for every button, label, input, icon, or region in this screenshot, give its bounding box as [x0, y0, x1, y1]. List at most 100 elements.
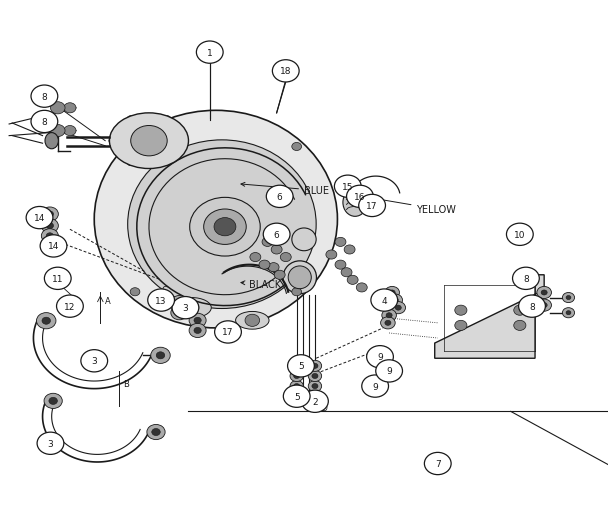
Text: 16: 16: [354, 192, 365, 201]
Circle shape: [312, 374, 318, 379]
Circle shape: [326, 250, 337, 260]
Circle shape: [371, 289, 398, 312]
Circle shape: [46, 212, 54, 218]
Circle shape: [176, 310, 183, 316]
Text: D: D: [322, 403, 328, 412]
Circle shape: [335, 238, 346, 247]
Text: 13: 13: [156, 296, 167, 305]
Circle shape: [46, 223, 54, 229]
Text: 15: 15: [342, 182, 353, 191]
Circle shape: [196, 42, 223, 64]
Circle shape: [519, 295, 545, 318]
Ellipse shape: [128, 140, 316, 309]
Circle shape: [46, 233, 54, 239]
Circle shape: [391, 302, 406, 314]
Circle shape: [514, 306, 526, 316]
Text: A: A: [288, 396, 293, 406]
Ellipse shape: [109, 114, 188, 169]
Circle shape: [245, 315, 260, 327]
Circle shape: [344, 245, 355, 255]
Circle shape: [359, 195, 385, 217]
Text: 18: 18: [280, 67, 291, 76]
Text: 9: 9: [386, 367, 392, 376]
Text: 9: 9: [377, 352, 383, 362]
Circle shape: [280, 253, 291, 262]
Text: BLUE: BLUE: [241, 183, 329, 196]
Circle shape: [189, 314, 206, 328]
Polygon shape: [435, 275, 544, 359]
Circle shape: [367, 346, 393, 368]
Circle shape: [272, 61, 299, 83]
Text: C: C: [311, 401, 316, 410]
Ellipse shape: [235, 312, 269, 330]
Circle shape: [50, 269, 69, 285]
Circle shape: [389, 290, 395, 295]
Text: 8: 8: [41, 92, 47, 102]
Circle shape: [385, 287, 399, 299]
Circle shape: [381, 317, 395, 329]
Circle shape: [49, 397, 57, 405]
Text: YELLOW: YELLOW: [371, 197, 457, 215]
Circle shape: [171, 306, 188, 320]
Circle shape: [55, 273, 64, 280]
Circle shape: [62, 296, 81, 312]
Ellipse shape: [343, 189, 367, 217]
Text: 17: 17: [223, 328, 233, 337]
Circle shape: [214, 218, 236, 236]
Circle shape: [148, 289, 174, 312]
Circle shape: [290, 371, 303, 382]
Ellipse shape: [292, 228, 316, 251]
Circle shape: [274, 271, 285, 280]
Circle shape: [189, 324, 206, 338]
Circle shape: [262, 238, 273, 247]
Circle shape: [172, 297, 199, 319]
Circle shape: [541, 290, 547, 295]
Circle shape: [130, 288, 140, 296]
Text: A: A: [105, 296, 111, 305]
Text: 3: 3: [182, 304, 188, 313]
Circle shape: [290, 381, 303, 392]
Circle shape: [190, 198, 260, 257]
Circle shape: [40, 235, 67, 258]
Text: 10: 10: [514, 230, 525, 239]
Circle shape: [455, 321, 467, 331]
Circle shape: [514, 321, 526, 331]
Circle shape: [147, 425, 165, 440]
Text: 8: 8: [529, 302, 535, 311]
Circle shape: [263, 224, 290, 246]
Text: 5: 5: [298, 362, 304, 371]
Circle shape: [308, 381, 322, 392]
Text: 12: 12: [64, 302, 75, 311]
Circle shape: [335, 261, 346, 270]
Circle shape: [64, 104, 76, 114]
Circle shape: [26, 207, 53, 229]
Circle shape: [506, 224, 533, 246]
Circle shape: [388, 294, 402, 307]
Circle shape: [31, 86, 58, 108]
Text: 3: 3: [47, 439, 54, 448]
Text: D: D: [179, 304, 185, 313]
Circle shape: [392, 298, 398, 303]
Text: 7: 7: [435, 459, 441, 468]
Circle shape: [164, 160, 171, 166]
Circle shape: [42, 318, 50, 325]
Text: BLACK: BLACK: [241, 279, 282, 289]
Circle shape: [259, 261, 270, 270]
Circle shape: [109, 138, 116, 144]
Circle shape: [130, 143, 140, 151]
Circle shape: [376, 360, 402, 382]
Text: 9: 9: [372, 382, 378, 391]
Ellipse shape: [283, 262, 316, 294]
Circle shape: [176, 300, 183, 306]
Text: 8: 8: [41, 118, 47, 127]
Circle shape: [334, 176, 361, 198]
Text: 3: 3: [91, 357, 97, 366]
Circle shape: [312, 364, 318, 369]
Circle shape: [308, 371, 322, 382]
Circle shape: [541, 303, 547, 308]
Text: 14: 14: [34, 214, 45, 223]
Ellipse shape: [94, 111, 337, 328]
Circle shape: [81, 350, 108, 372]
Circle shape: [347, 276, 358, 285]
Circle shape: [288, 355, 314, 377]
